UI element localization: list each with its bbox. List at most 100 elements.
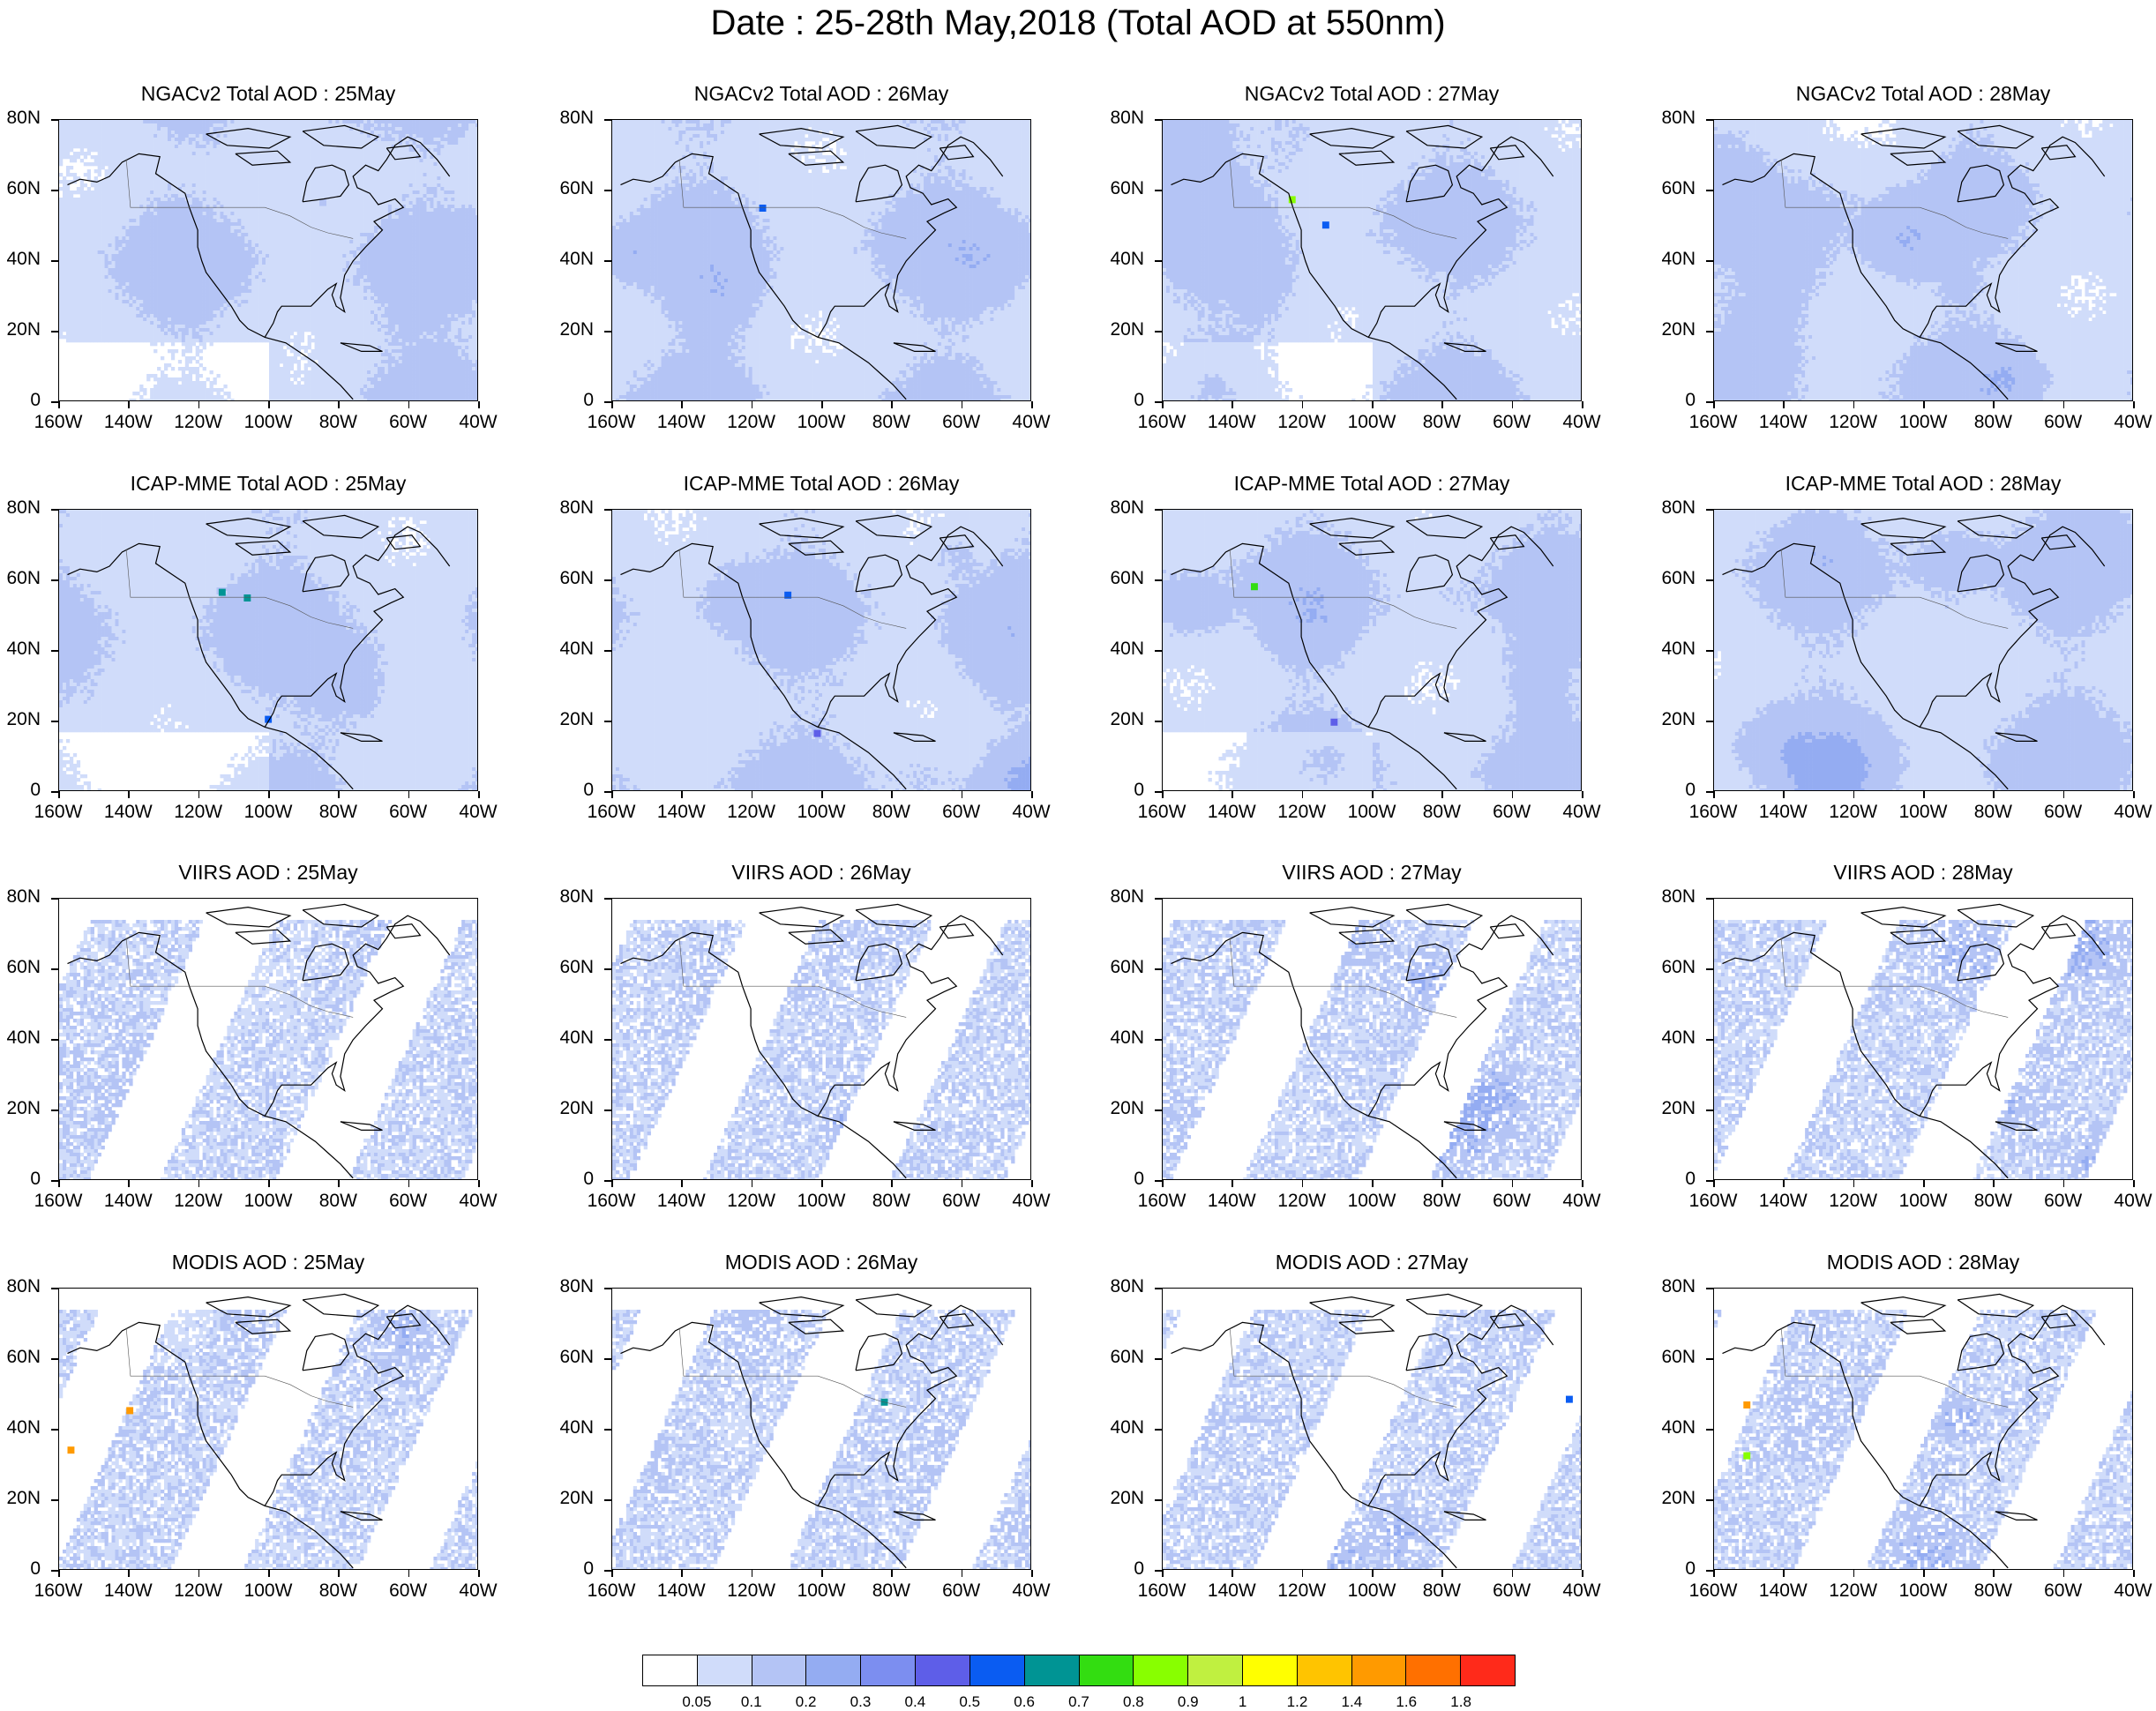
aod-cell	[392, 166, 395, 169]
aod-cell	[223, 215, 227, 219]
aod-cell	[458, 201, 461, 205]
aod-cell	[332, 201, 335, 205]
aod-cell	[266, 173, 269, 176]
aod-cell	[363, 233, 367, 236]
aod-cell	[98, 254, 101, 258]
aod-cell	[223, 123, 227, 127]
aod-cell	[430, 265, 433, 268]
aod-cell	[112, 194, 116, 198]
aod-cell	[164, 243, 168, 247]
aod-cell	[423, 155, 427, 159]
aod-cell	[234, 176, 237, 180]
aod-cell	[112, 205, 116, 208]
aod-cell	[349, 208, 353, 212]
aod-cell	[420, 254, 423, 258]
aod-cell	[318, 194, 322, 198]
aod-cell	[203, 208, 206, 212]
aod-cell	[423, 187, 427, 191]
aod-cell	[468, 243, 472, 247]
aod-cell	[444, 123, 447, 127]
aod-cell	[217, 169, 221, 173]
aod-cell	[409, 187, 413, 191]
aod-cell	[168, 152, 171, 155]
aod-cell	[94, 215, 98, 219]
aod-cell	[185, 229, 189, 233]
aod-cell	[251, 155, 255, 159]
aod-cell	[80, 240, 84, 243]
aod-cell	[430, 138, 433, 141]
aod-cell	[346, 250, 349, 254]
aod-cell	[63, 187, 66, 191]
aod-cell	[388, 208, 392, 212]
aod-cell	[227, 191, 230, 194]
aod-cell	[339, 180, 342, 183]
aod-cell	[118, 152, 122, 155]
aod-cell	[294, 243, 297, 247]
aod-cell	[248, 155, 251, 159]
aod-cell	[349, 159, 353, 162]
aod-cell	[454, 226, 458, 229]
aod-cell	[77, 208, 80, 212]
aod-cell	[59, 131, 63, 134]
aod-cell	[136, 131, 139, 134]
aod-cell	[109, 159, 112, 162]
aod-cell	[91, 201, 94, 205]
aod-cell	[210, 176, 213, 180]
aod-cell	[70, 250, 73, 254]
aod-cell	[437, 212, 440, 215]
aod-cell	[136, 159, 139, 162]
aod-cell	[423, 240, 427, 243]
aod-cell	[84, 205, 87, 208]
aod-cell	[244, 215, 248, 219]
aod-cell	[315, 183, 318, 187]
aod-cell	[444, 254, 447, 258]
aod-cell	[392, 236, 395, 240]
aod-cell	[416, 212, 420, 215]
aod-cell	[196, 219, 199, 222]
aod-cell	[388, 219, 392, 222]
aod-cell	[322, 208, 326, 212]
aod-cell	[132, 173, 136, 176]
aod-cell	[447, 183, 451, 187]
aod-cell	[353, 236, 356, 240]
aod-cell	[178, 155, 182, 159]
aod-cell	[94, 201, 98, 205]
aod-cell	[255, 187, 258, 191]
aod-cell	[189, 123, 192, 127]
aod-cell	[413, 265, 416, 268]
aod-cell	[339, 254, 342, 258]
aod-cell	[244, 212, 248, 215]
aod-cell	[308, 145, 311, 148]
aod-cell	[206, 138, 210, 141]
aod-cell	[451, 134, 454, 138]
aod-cell	[374, 183, 378, 187]
aod-cell	[402, 236, 406, 240]
aod-cell	[472, 222, 475, 226]
aod-cell	[413, 233, 416, 236]
aod-cell	[447, 148, 451, 152]
aod-cell	[472, 159, 475, 162]
aod-cell	[458, 258, 461, 261]
aod-cell	[378, 212, 381, 215]
aod-cell	[360, 212, 363, 215]
aod-cell	[311, 243, 315, 247]
aod-cell	[77, 226, 80, 229]
aod-cell	[196, 152, 199, 155]
aod-cell	[189, 226, 192, 229]
aod-cell	[451, 152, 454, 155]
aod-cell	[118, 127, 122, 131]
aod-cell	[164, 254, 168, 258]
aod-cell	[94, 127, 98, 131]
aod-cell	[360, 152, 363, 155]
aod-cell	[430, 254, 433, 258]
aod-cell	[465, 236, 468, 240]
aod-cell	[454, 120, 458, 123]
aod-cell	[454, 183, 458, 187]
aod-cell	[241, 166, 244, 169]
aod-cell	[129, 169, 132, 173]
aod-cell	[171, 201, 175, 205]
aod-cell	[392, 240, 395, 243]
aod-cell	[276, 254, 280, 258]
aod-cell	[339, 243, 342, 247]
aod-cell	[447, 191, 451, 194]
